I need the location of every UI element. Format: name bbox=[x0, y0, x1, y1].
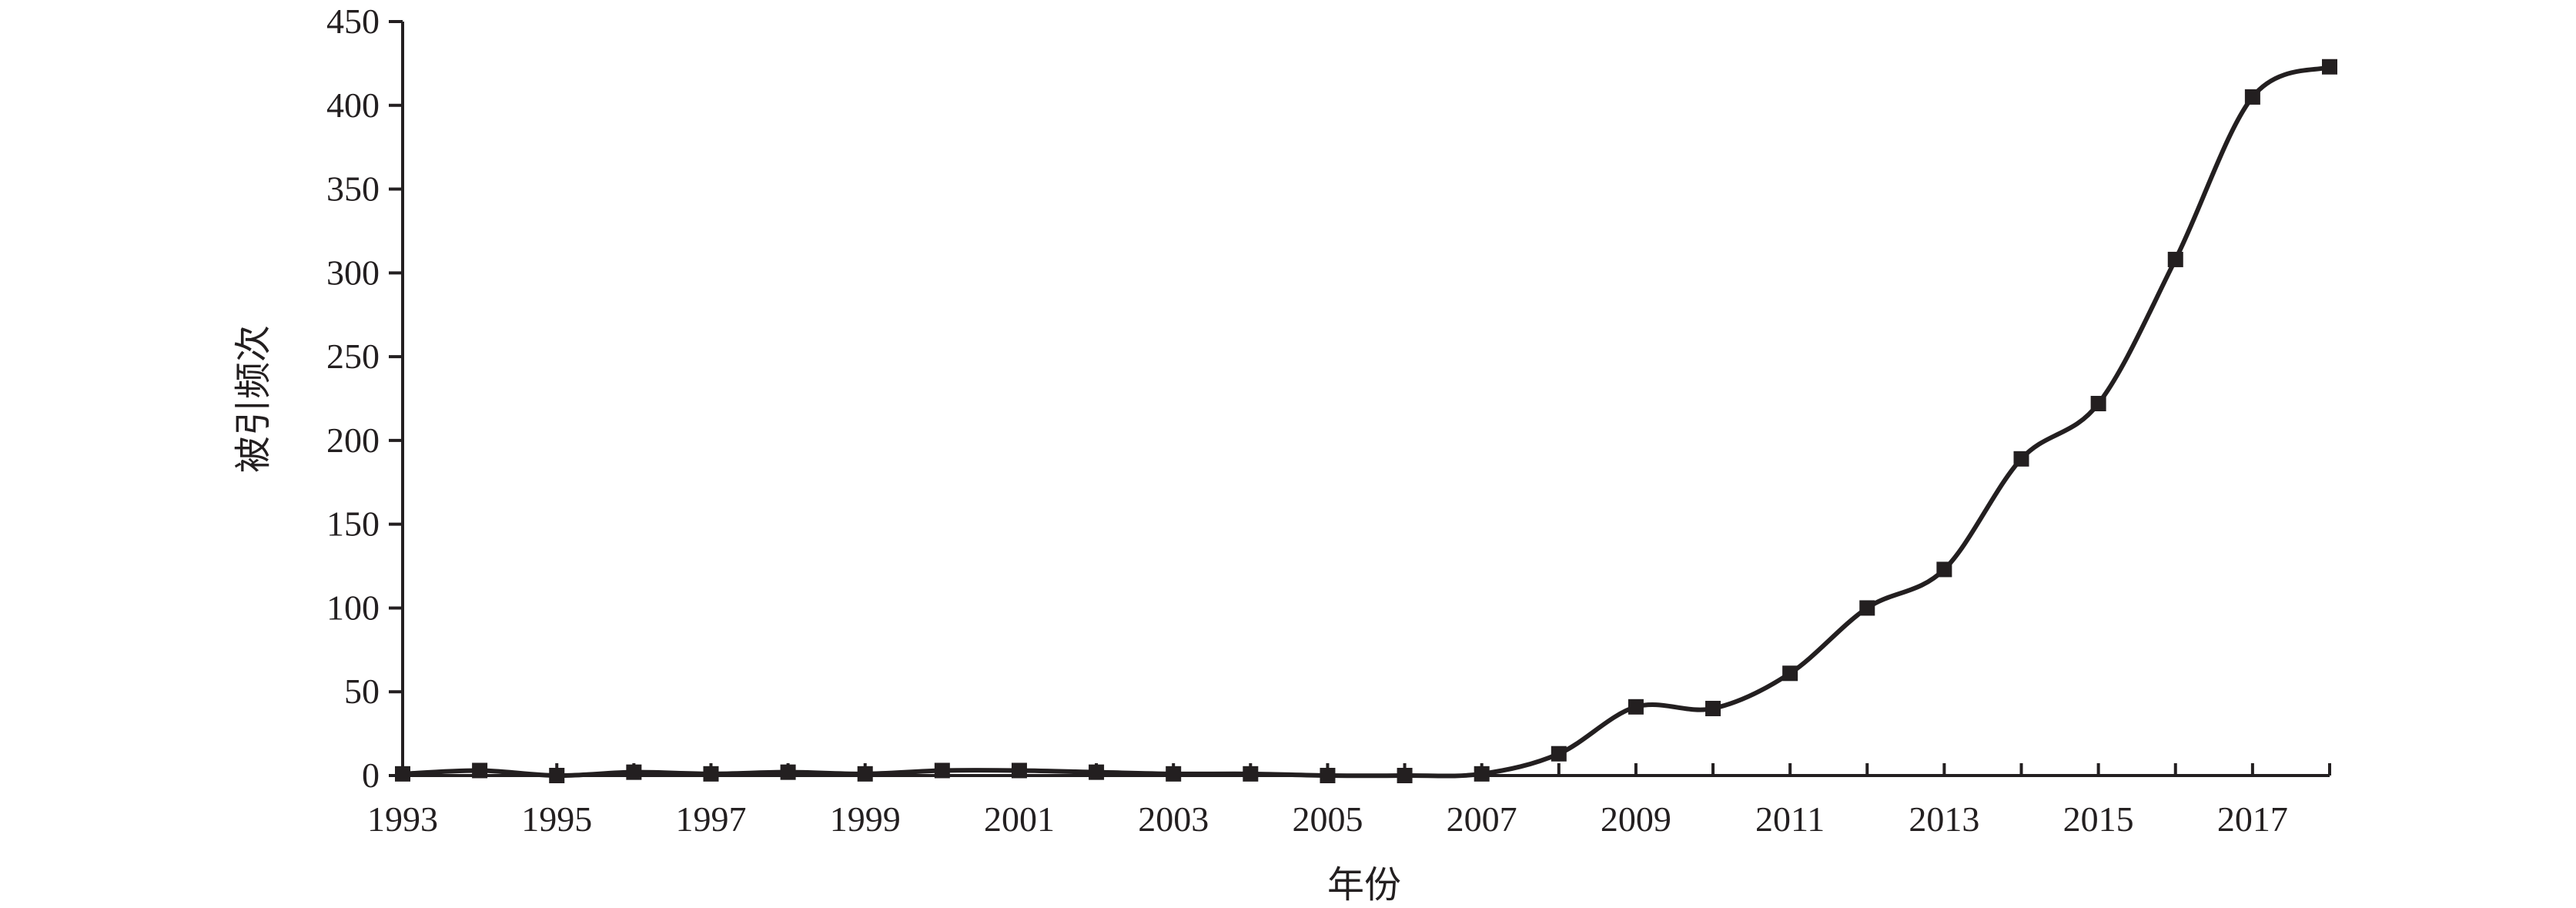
x-tick-label: 2013 bbox=[1909, 799, 1979, 839]
data-point-marker bbox=[857, 766, 873, 782]
x-tick-label: 2005 bbox=[1292, 799, 1363, 839]
series-markers bbox=[395, 59, 2337, 783]
x-axis-title: 年份 bbox=[1327, 863, 1401, 906]
data-point-marker bbox=[1936, 561, 1952, 578]
data-point-marker bbox=[1628, 699, 1644, 715]
data-point-marker bbox=[1551, 745, 1567, 762]
data-point-marker bbox=[1089, 764, 1105, 780]
y-tick-label: 200 bbox=[326, 420, 380, 460]
data-point-marker bbox=[2244, 89, 2260, 105]
y-tick-label: 0 bbox=[362, 756, 380, 795]
x-tick-label: 1997 bbox=[675, 799, 746, 839]
x-tick-label: 1995 bbox=[521, 799, 592, 839]
series-line bbox=[400, 64, 2332, 779]
data-point-marker bbox=[1705, 700, 1721, 716]
y-axis-title: 被引频次 bbox=[232, 325, 275, 473]
y-axis-ticks: 0 50 100 150 200 250 300 350 400 450 bbox=[326, 2, 403, 795]
x-tick-label: 1993 bbox=[367, 799, 438, 839]
y-tick-label: 250 bbox=[326, 337, 380, 376]
x-tick-label: 2007 bbox=[1447, 799, 1517, 839]
data-point-marker bbox=[2322, 59, 2337, 75]
data-point-marker bbox=[1320, 768, 1336, 783]
y-tick-label: 100 bbox=[326, 588, 380, 627]
x-tick-label: 2001 bbox=[984, 799, 1055, 839]
x-tick-label: 2011 bbox=[1755, 799, 1825, 839]
data-point-marker bbox=[780, 764, 796, 780]
x-tick-label: 1999 bbox=[830, 799, 901, 839]
y-tick-label: 300 bbox=[326, 253, 380, 292]
x-tick-label: 2003 bbox=[1138, 799, 1209, 839]
data-point-marker bbox=[549, 768, 565, 783]
y-tick-label: 450 bbox=[326, 2, 380, 41]
y-tick-label: 150 bbox=[326, 504, 380, 544]
y-tick-label: 350 bbox=[326, 169, 380, 209]
data-point-marker bbox=[1474, 766, 1490, 782]
y-tick-label: 50 bbox=[344, 672, 380, 711]
data-point-marker bbox=[395, 766, 410, 782]
data-point-marker bbox=[2167, 251, 2183, 267]
y-tick-label: 400 bbox=[326, 85, 380, 125]
data-point-marker bbox=[626, 764, 642, 780]
data-point-marker bbox=[1166, 766, 1182, 782]
data-point-marker bbox=[472, 762, 488, 779]
data-point-marker bbox=[1397, 768, 1413, 783]
x-tick-label: 2009 bbox=[1601, 799, 1671, 839]
x-tick-label: 2017 bbox=[2217, 799, 2288, 839]
data-point-marker bbox=[2013, 451, 2029, 467]
data-point-marker bbox=[1782, 665, 1798, 682]
data-point-marker bbox=[1243, 766, 1259, 782]
data-point-marker bbox=[1859, 600, 1875, 616]
data-point-marker bbox=[2090, 396, 2106, 412]
data-point-marker bbox=[934, 762, 950, 779]
data-point-marker bbox=[703, 766, 719, 782]
data-point-marker bbox=[1011, 762, 1027, 779]
x-tick-label: 2015 bbox=[2063, 799, 2134, 839]
